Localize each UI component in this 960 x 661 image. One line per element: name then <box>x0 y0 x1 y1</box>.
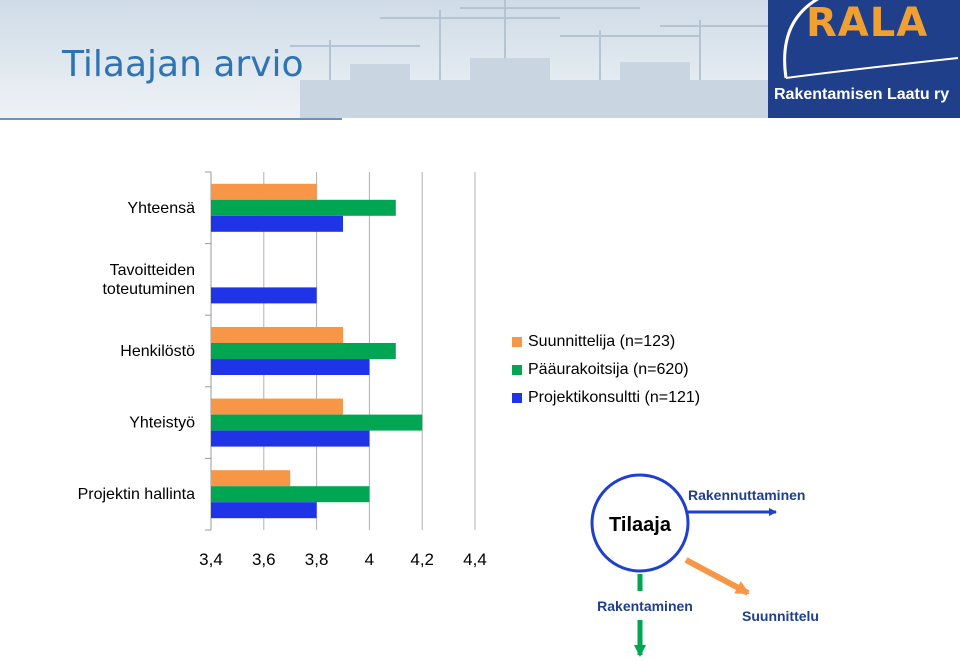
rala-logo: RALA Rakentamisen Laatu ry <box>768 0 960 118</box>
bar <box>211 486 370 503</box>
x-tick-label: 3,8 <box>305 550 329 569</box>
bar <box>211 398 343 415</box>
logo-tagline: Rakentamisen Laatu ry <box>774 86 950 103</box>
legend-label: Pääurakoitsija (n=620) <box>528 361 689 378</box>
legend-item: Projektikonsultti (n=121) <box>512 384 700 412</box>
category-label: Tavoitteiden <box>110 262 195 279</box>
bar <box>211 343 396 359</box>
legend-swatch <box>512 337 522 347</box>
page-title: Tilaajan arvio <box>62 44 304 85</box>
legend-swatch <box>512 365 522 375</box>
construction-cranes-image <box>290 0 768 118</box>
x-tick-label: 4 <box>365 550 374 569</box>
x-tick-label: 4,2 <box>410 550 434 569</box>
bar <box>211 470 291 487</box>
chart-category-labels: Yhteensä Tavoitteiden toteutuminen Henkilös… <box>78 200 196 503</box>
bar <box>211 199 396 216</box>
bar <box>211 430 370 447</box>
chart-bars <box>211 183 423 519</box>
x-tick-label: 3,6 <box>252 550 276 569</box>
client-label: Tilaaja <box>609 514 672 536</box>
category-label: Yhteistyö <box>129 415 195 432</box>
x-tick-label: 3,4 <box>199 550 223 569</box>
client-circle <box>590 473 690 573</box>
category-label: Henkilöstö <box>120 343 195 360</box>
chart-tick-labels: 3,4 3,6 3,8 4 4,2 4,4 <box>199 550 487 569</box>
bar <box>211 502 317 519</box>
category-label: Projektin hallinta <box>78 486 196 503</box>
category-label: toteutuminen <box>102 281 195 298</box>
category-label: Yhteensä <box>127 200 195 217</box>
arrow-diagonal <box>684 557 750 596</box>
bar <box>211 327 343 343</box>
label-rakentaminen: Rakentaminen <box>597 598 693 614</box>
bar <box>211 414 423 431</box>
logo-name: RALA <box>806 0 929 46</box>
bar <box>211 359 370 375</box>
header-banner: Tilaajan arvio <box>0 0 768 118</box>
chart-legend: Suunnittelija (n=123) Pääurakoitsija (n=… <box>512 328 700 412</box>
bar <box>211 287 317 304</box>
bar <box>211 215 343 232</box>
legend-item: Pääurakoitsija (n=620) <box>512 356 700 384</box>
legend-item: Suunnittelija (n=123) <box>512 328 700 356</box>
legend-label: Suunnittelija (n=123) <box>528 333 676 350</box>
bar <box>211 183 317 200</box>
legend-swatch <box>512 393 522 403</box>
label-rakennuttaminen: Rakennuttaminen <box>688 487 805 503</box>
label-suunnittelu: Suunnittelu <box>742 608 819 624</box>
header-divider <box>0 118 342 120</box>
legend-label: Projektikonsultti (n=121) <box>528 389 701 406</box>
x-tick-label: 4,4 <box>463 550 487 569</box>
